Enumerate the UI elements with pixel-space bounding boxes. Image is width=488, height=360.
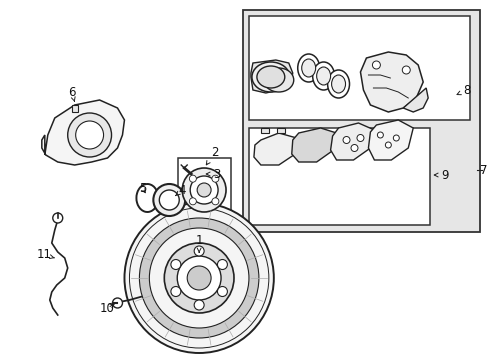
Polygon shape	[291, 128, 336, 162]
Circle shape	[217, 260, 227, 270]
Ellipse shape	[327, 70, 349, 98]
Circle shape	[170, 260, 181, 270]
Circle shape	[139, 218, 258, 338]
Bar	[248, 16, 469, 120]
Circle shape	[385, 142, 390, 148]
Ellipse shape	[312, 62, 334, 90]
Circle shape	[112, 298, 122, 308]
Text: 2: 2	[206, 145, 219, 165]
Polygon shape	[276, 128, 284, 133]
Polygon shape	[360, 52, 422, 112]
Circle shape	[189, 198, 196, 205]
Circle shape	[129, 208, 268, 348]
Circle shape	[53, 213, 62, 223]
Circle shape	[76, 121, 103, 149]
Text: 10: 10	[100, 302, 115, 315]
Circle shape	[67, 113, 111, 157]
Ellipse shape	[256, 66, 284, 88]
Ellipse shape	[331, 75, 345, 93]
Ellipse shape	[264, 68, 293, 92]
Circle shape	[124, 203, 273, 353]
Text: 9: 9	[433, 168, 448, 181]
Circle shape	[377, 132, 383, 138]
Ellipse shape	[316, 67, 330, 85]
Polygon shape	[330, 123, 374, 160]
Text: 7: 7	[479, 163, 487, 176]
Circle shape	[350, 144, 357, 152]
Circle shape	[153, 184, 185, 216]
Circle shape	[392, 135, 399, 141]
Circle shape	[211, 198, 219, 205]
Polygon shape	[72, 105, 78, 112]
Circle shape	[164, 243, 234, 313]
Circle shape	[343, 136, 349, 144]
Circle shape	[194, 300, 203, 310]
Polygon shape	[250, 60, 292, 93]
Circle shape	[177, 256, 221, 300]
Circle shape	[197, 183, 211, 197]
Circle shape	[149, 228, 248, 328]
Circle shape	[190, 176, 218, 204]
Ellipse shape	[301, 59, 315, 77]
Text: 8: 8	[456, 84, 470, 96]
Text: 1: 1	[195, 234, 203, 252]
Text: 11: 11	[36, 248, 54, 261]
Polygon shape	[253, 133, 296, 165]
Bar	[178, 158, 230, 214]
Ellipse shape	[297, 54, 319, 82]
Circle shape	[187, 266, 211, 290]
Bar	[243, 10, 479, 232]
Circle shape	[372, 61, 380, 69]
Polygon shape	[367, 120, 412, 160]
Circle shape	[189, 175, 196, 182]
Circle shape	[194, 246, 203, 256]
Text: 6: 6	[68, 86, 75, 102]
Circle shape	[217, 287, 227, 297]
Text: 5: 5	[139, 181, 146, 194]
Circle shape	[402, 66, 409, 74]
Circle shape	[211, 175, 219, 182]
Circle shape	[170, 287, 181, 297]
Circle shape	[356, 135, 363, 141]
Bar	[248, 128, 429, 225]
Polygon shape	[42, 100, 124, 165]
Polygon shape	[261, 128, 268, 133]
Circle shape	[182, 168, 225, 212]
Text: 4: 4	[175, 184, 185, 197]
Circle shape	[159, 190, 179, 210]
Text: 3: 3	[206, 167, 220, 180]
Ellipse shape	[251, 62, 289, 92]
Polygon shape	[403, 88, 427, 112]
